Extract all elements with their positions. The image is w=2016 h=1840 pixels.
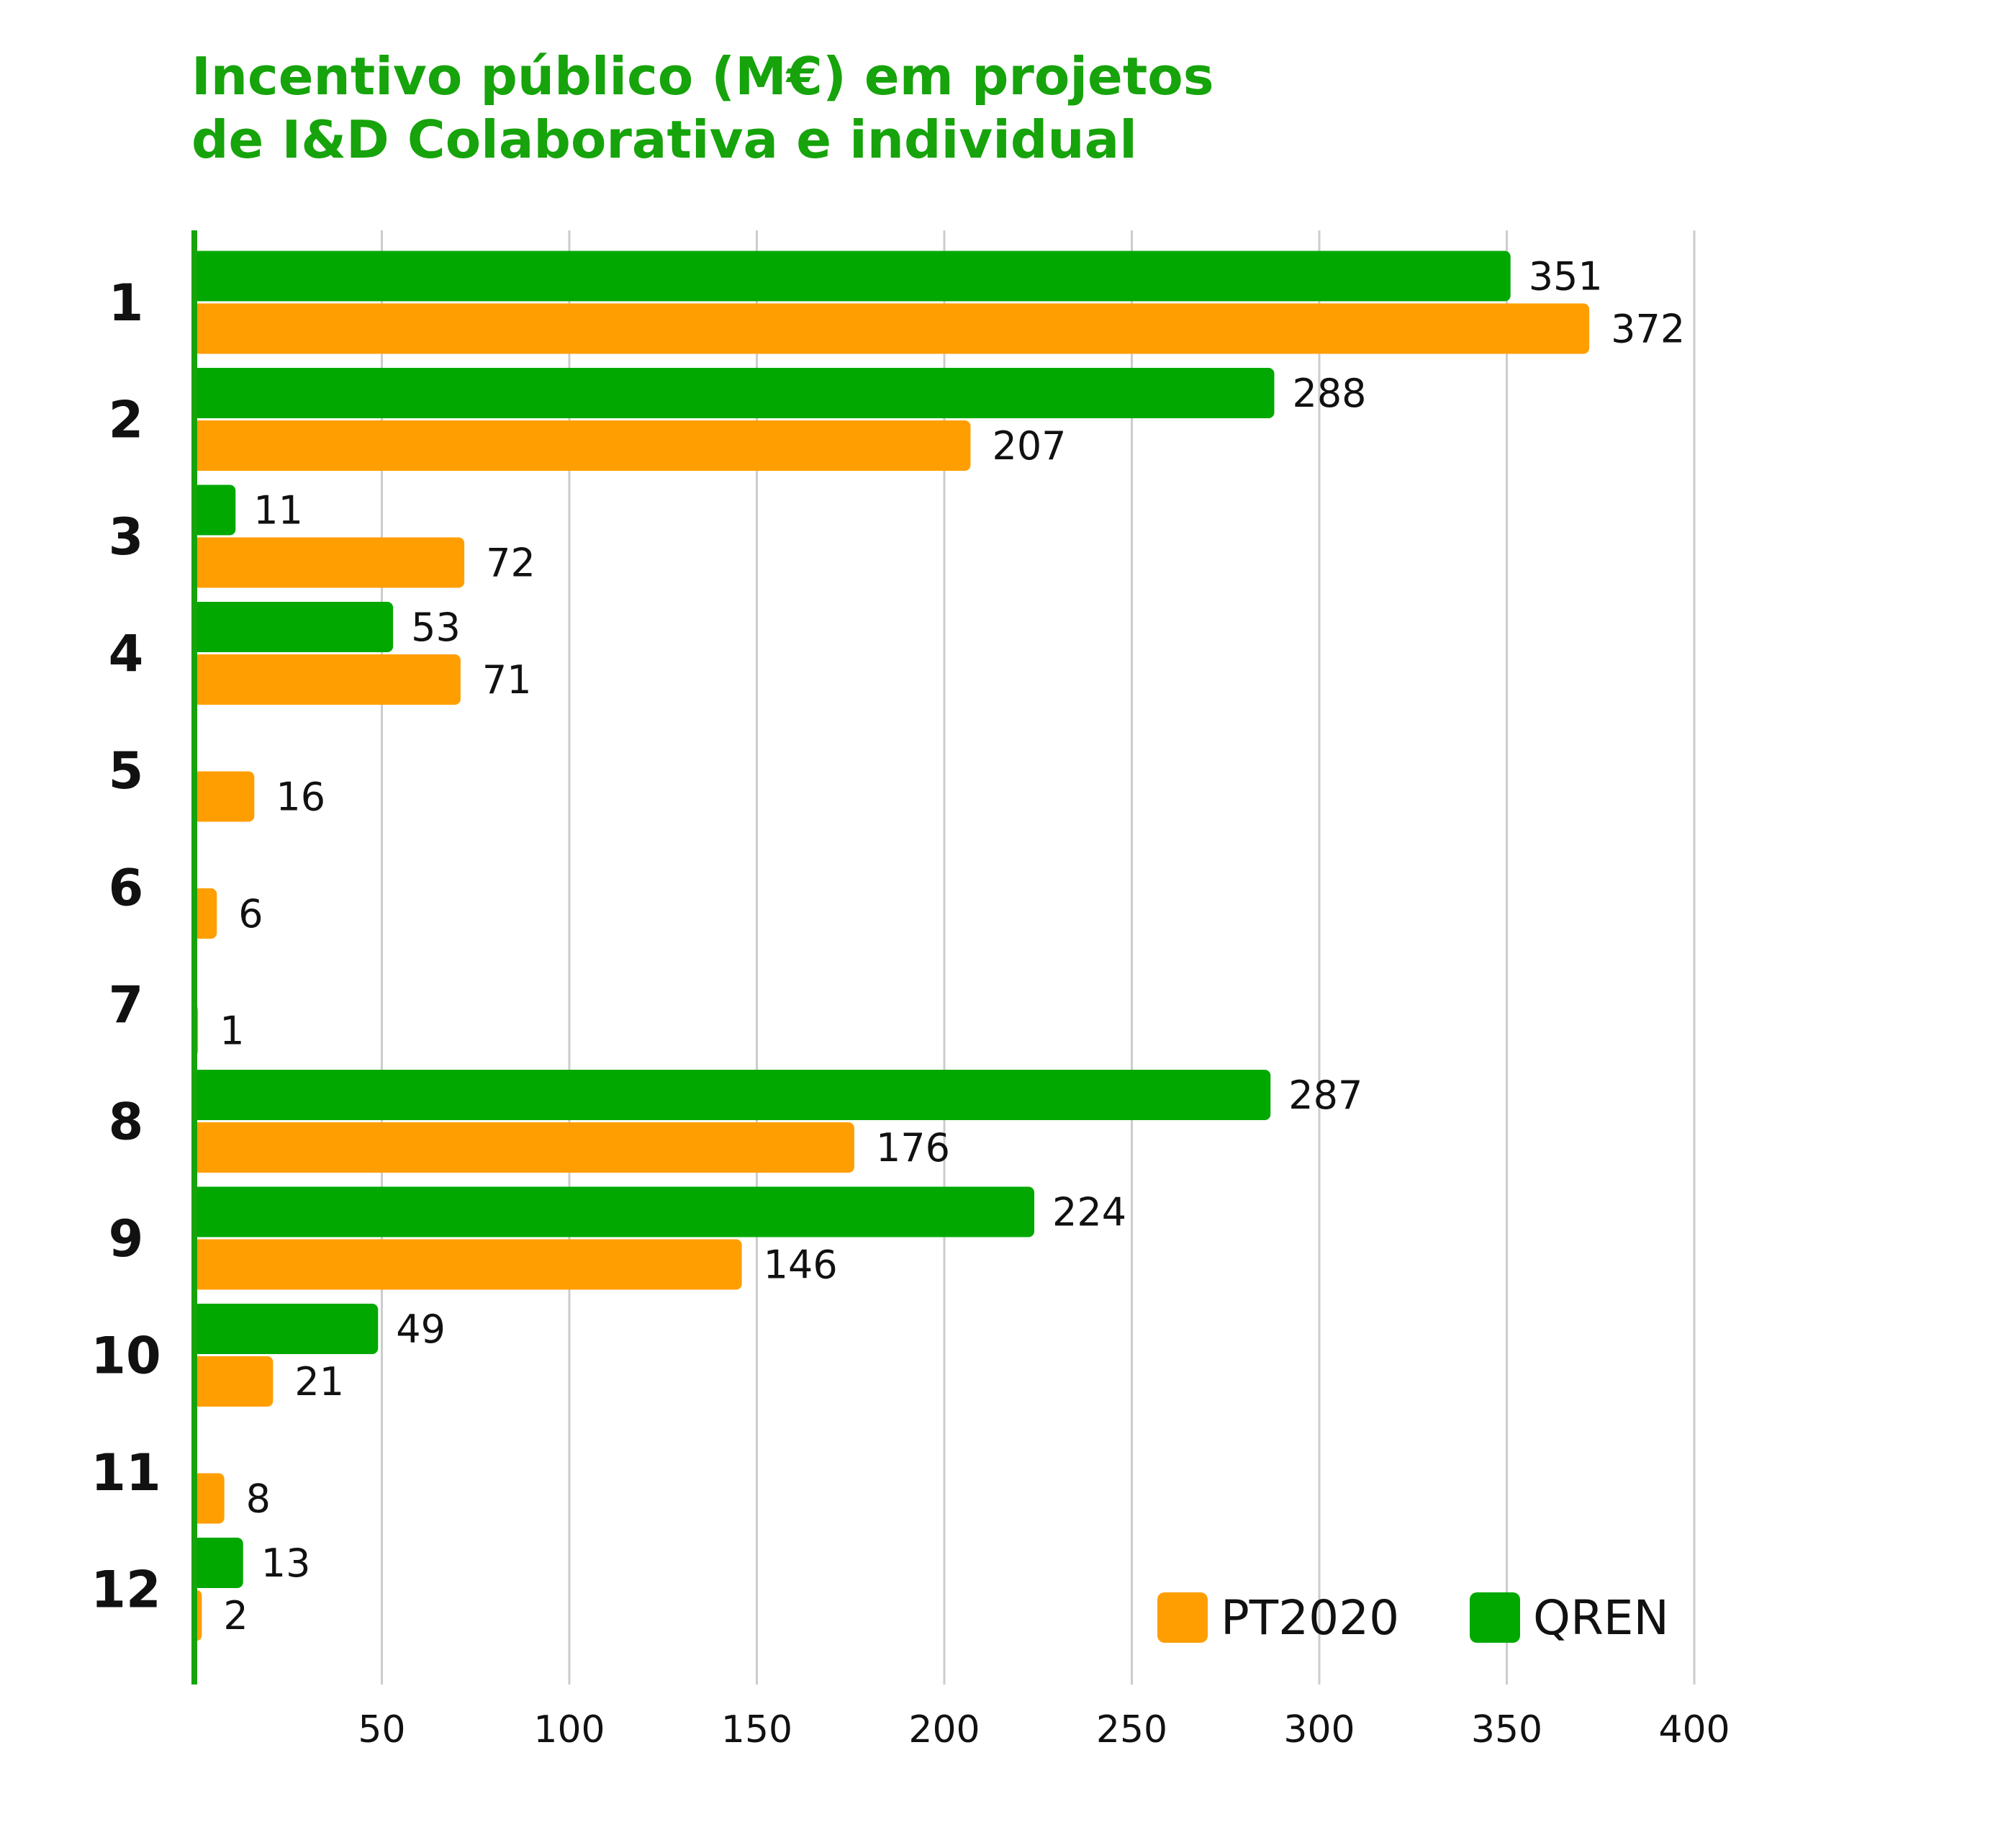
bar-pt2020-3 [193, 537, 465, 588]
category-label-9: 9 [109, 1209, 144, 1268]
grid-lines [381, 230, 1696, 1685]
bar-qren-3 [193, 484, 236, 536]
legend: PT2020 QREN [1157, 1590, 1669, 1646]
bar-pt2020-5 [193, 771, 255, 822]
value-label-pt2020-3: 72 [486, 541, 535, 586]
bar-pt2020-8 [193, 1122, 854, 1173]
category-label-5: 5 [109, 741, 144, 801]
value-label-qren-4: 53 [411, 605, 461, 650]
value-label-qren-10: 49 [396, 1307, 446, 1352]
bar-pt2020-6 [193, 888, 217, 939]
value-label-qren-1: 351 [1529, 254, 1603, 299]
value-label-pt2020-11: 8 [246, 1476, 271, 1522]
x-tick-label-100: 100 [533, 1708, 605, 1751]
x-tick-label-350: 350 [1471, 1708, 1542, 1751]
x-tick-label-150: 150 [721, 1708, 792, 1751]
x-tick-labels: 50 100 150 200 250 300 350 400 [358, 1708, 1730, 1751]
value-label-pt2020-8: 176 [876, 1125, 950, 1171]
x-tick-label-200: 200 [908, 1708, 980, 1751]
bar-pt2020-11 [193, 1473, 225, 1524]
value-label-pt2020-4: 71 [482, 657, 532, 703]
value-label-qren-12: 13 [261, 1541, 311, 1586]
bar-qren-12 [193, 1538, 243, 1588]
category-label-7: 7 [109, 975, 144, 1034]
bar-pt2020-4 [193, 654, 461, 705]
legend-label-qren: QREN [1533, 1590, 1669, 1646]
category-label-12: 12 [91, 1561, 161, 1620]
bar-qren-4 [193, 602, 394, 652]
value-label-pt2020-5: 16 [276, 775, 325, 820]
category-label-3: 3 [109, 508, 144, 567]
x-tick-label-50: 50 [358, 1708, 405, 1751]
bars [193, 251, 1590, 1641]
chart-title-line-2: de I&D Colaborativa e individual [191, 109, 1137, 170]
bar-pt2020-1 [193, 303, 1590, 354]
bar-pt2020-2 [193, 420, 971, 471]
value-label-pt2020-2: 207 [992, 423, 1066, 469]
bar-qren-2 [193, 368, 1275, 418]
value-label-pt2020-1: 372 [1611, 307, 1685, 352]
chart-title: Incentivo público (M€) em projetos de I&… [191, 45, 1214, 171]
x-tick-label-300: 300 [1283, 1708, 1355, 1751]
category-label-11: 11 [91, 1443, 161, 1502]
legend-label-pt2020: PT2020 [1221, 1590, 1399, 1646]
category-label-2: 2 [109, 391, 144, 450]
value-label-pt2020-9: 146 [764, 1243, 838, 1288]
category-label-6: 6 [109, 859, 144, 918]
bar-pt2020-10 [193, 1356, 274, 1407]
x-tick-label-400: 400 [1658, 1708, 1730, 1751]
value-label-pt2020-12: 2 [223, 1593, 248, 1638]
value-label-qren-9: 224 [1052, 1190, 1126, 1235]
bar-qren-1 [193, 251, 1511, 302]
x-tick-label-250: 250 [1096, 1708, 1167, 1751]
bar-qren-9 [193, 1186, 1035, 1237]
legend-swatch-pt2020 [1157, 1592, 1208, 1643]
category-label-1: 1 [109, 274, 144, 333]
category-label-10: 10 [91, 1327, 161, 1386]
category-label-4: 4 [109, 625, 144, 684]
bar-qren-8 [193, 1070, 1271, 1120]
category-label-8: 8 [109, 1093, 144, 1152]
value-label-qren-8: 287 [1288, 1073, 1362, 1118]
value-label-pt2020-6: 6 [238, 891, 263, 937]
value-label-pt2020-7: 1 [220, 1009, 244, 1054]
value-label-qren-2: 288 [1292, 371, 1366, 416]
bar-pt2020-9 [193, 1239, 742, 1290]
legend-swatch-qren [1470, 1592, 1520, 1643]
chart-title-line-1: Incentivo público (M€) em projetos [191, 46, 1214, 107]
value-label-pt2020-10: 21 [294, 1359, 344, 1404]
value-label-qren-3: 11 [253, 488, 303, 533]
bar-qren-10 [193, 1304, 379, 1354]
